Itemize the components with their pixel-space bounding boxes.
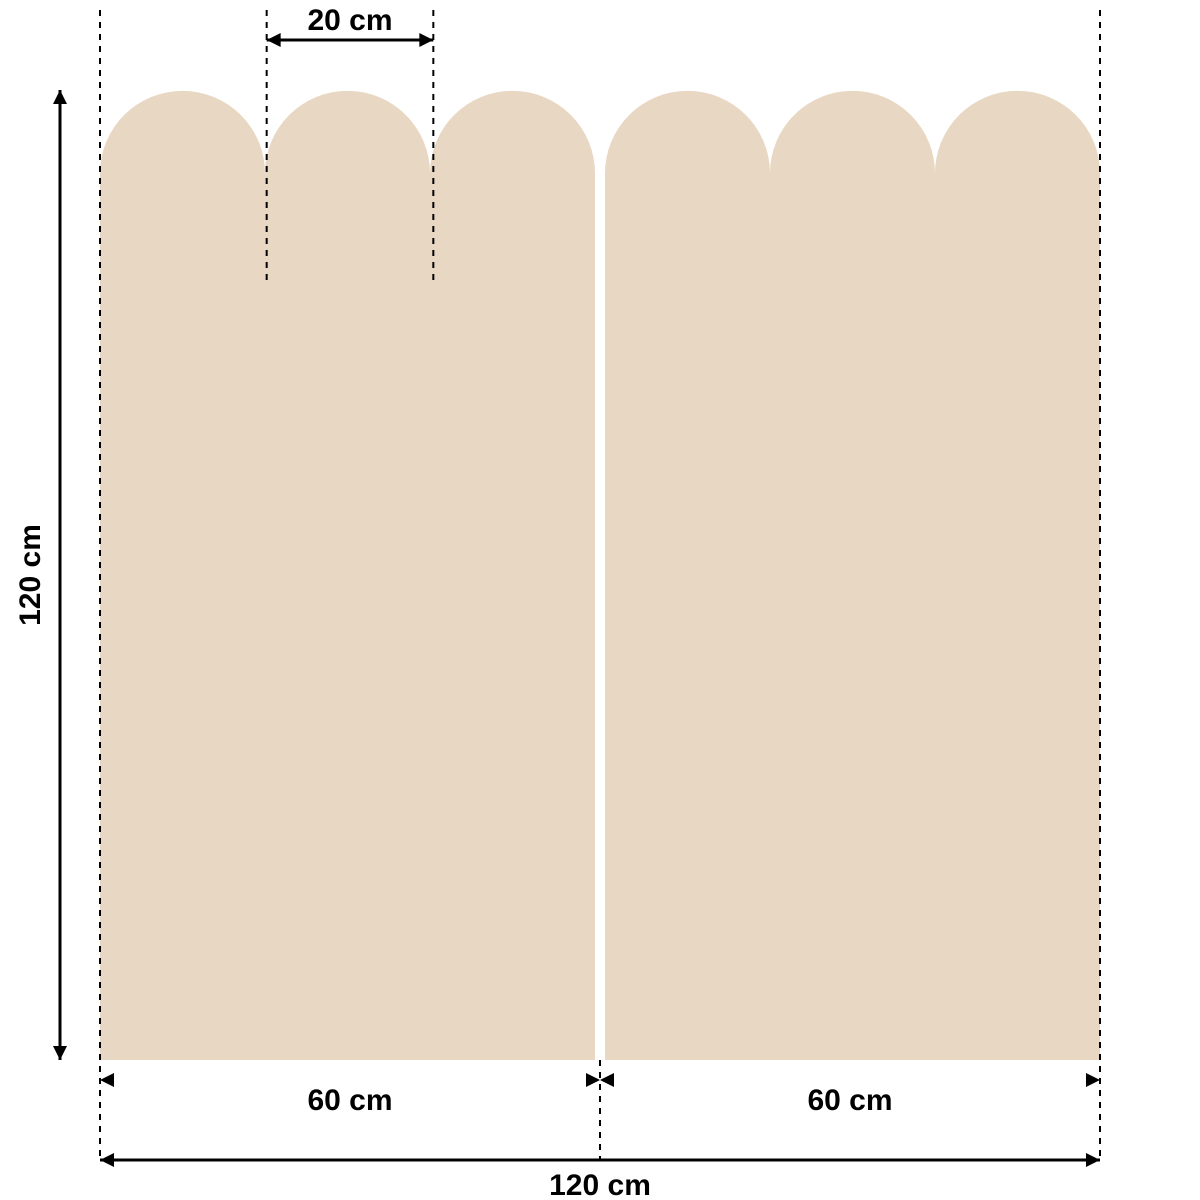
tick xyxy=(100,1073,114,1087)
dimension-label: 20 cm xyxy=(307,4,392,37)
tick xyxy=(600,1073,614,1087)
dimension-label: 60 cm xyxy=(307,1084,392,1117)
dimension-label: 60 cm xyxy=(807,1084,892,1117)
arrowhead xyxy=(267,33,281,47)
tick xyxy=(586,1073,600,1087)
panel-right xyxy=(605,91,1100,1060)
dimension-label: 120 cm xyxy=(14,524,47,626)
panel-left xyxy=(100,91,595,1060)
arrowhead xyxy=(53,1046,67,1060)
arrowhead xyxy=(53,90,67,104)
arrowhead xyxy=(1086,1153,1100,1167)
arrowhead xyxy=(419,33,433,47)
dimension-label: 120 cm xyxy=(549,1169,651,1200)
arrowhead xyxy=(100,1153,114,1167)
tick xyxy=(1086,1073,1100,1087)
